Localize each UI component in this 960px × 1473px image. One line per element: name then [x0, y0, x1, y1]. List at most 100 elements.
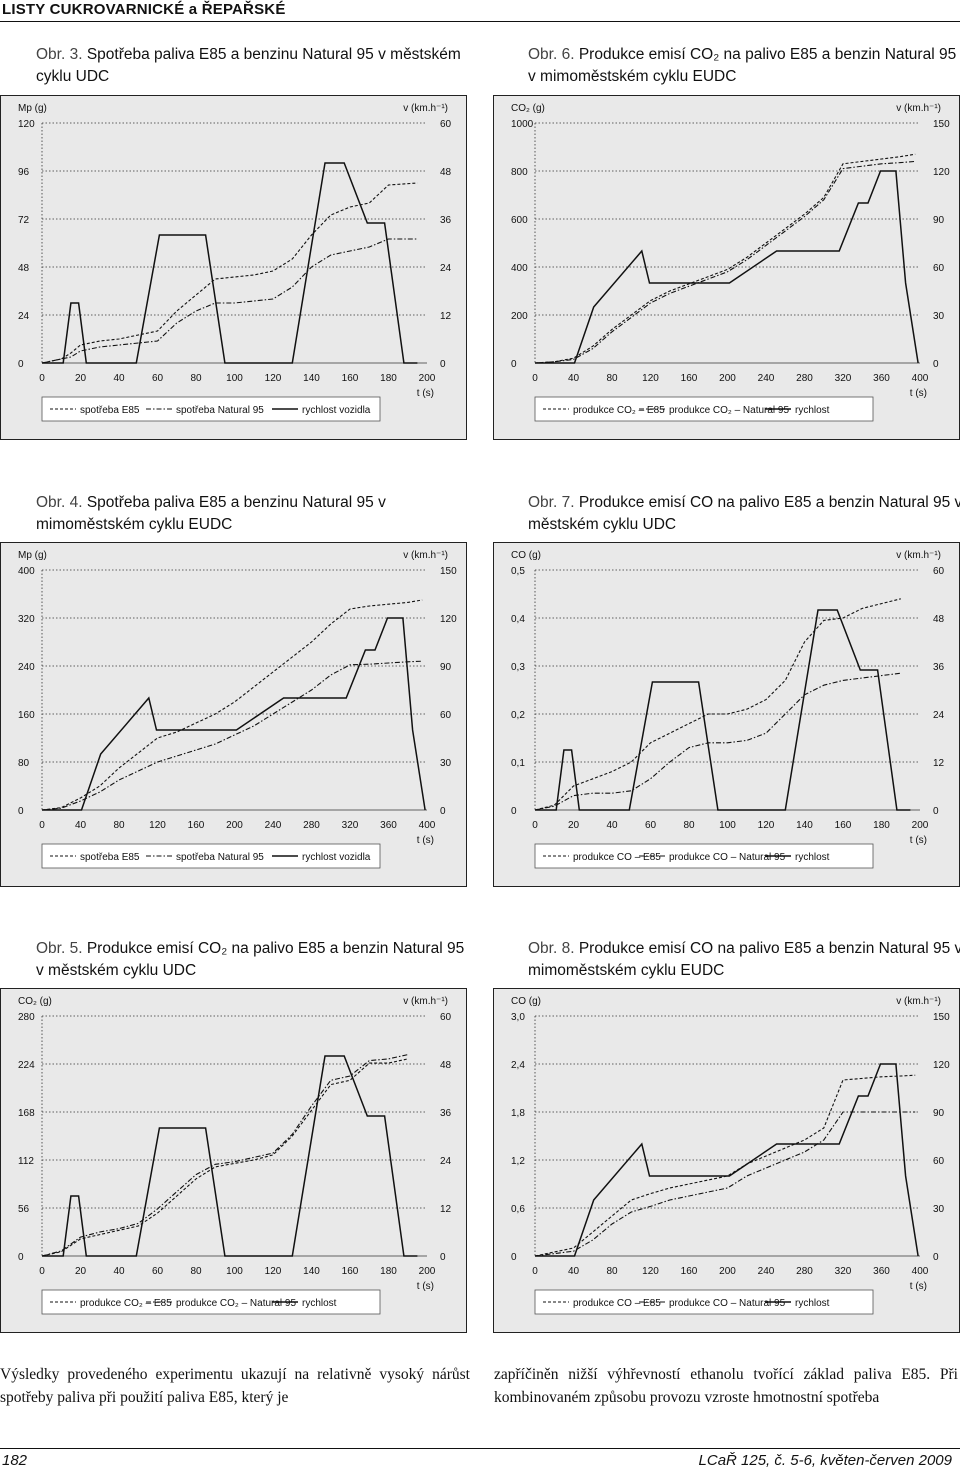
plot-area: [535, 1016, 920, 1256]
caption-obr5: Obr. 5. Produkce emisí CO₂ na palivo E85…: [36, 938, 476, 982]
x-tick: 0: [532, 1266, 538, 1277]
x-tick: 40: [606, 820, 618, 831]
y-axis-label-right: v (km.h⁻¹): [403, 550, 448, 561]
x-axis-label: t (s): [910, 1281, 927, 1292]
legend: [41, 1289, 381, 1315]
legend-entry: rychlost vozidla: [302, 852, 371, 863]
chart-obr6: 0 0 200 30 400 60 600 90 800 120 1000 150 CO₂ (g) v (…: [493, 95, 960, 440]
plot-area: [535, 123, 920, 363]
x-tick: 0: [532, 820, 538, 831]
y-tick-left: 0: [18, 806, 24, 817]
x-tick: 80: [683, 820, 695, 831]
x-tick: 80: [606, 373, 618, 384]
y-tick-right: 48: [440, 167, 452, 178]
x-tick: 60: [645, 820, 657, 831]
series-line-1: [41, 182, 418, 364]
y-tick-left: 400: [18, 566, 35, 577]
x-tick: 400: [912, 1266, 929, 1277]
x-tick: 100: [226, 1266, 243, 1277]
y-tick-right: 60: [440, 1012, 452, 1023]
legend-entry: produkce CO₂ – Natural 95: [176, 1298, 296, 1309]
y-tick-left: 0,6: [511, 1204, 525, 1215]
x-tick: 0: [39, 1266, 45, 1277]
x-axis-label: t (s): [417, 1281, 434, 1292]
y-tick-left: 48: [18, 263, 30, 274]
y-tick-right: 90: [440, 662, 452, 673]
y-tick-right: 150: [440, 566, 457, 577]
y-tick-left: 160: [18, 710, 35, 721]
y-tick-right: 24: [440, 1156, 452, 1167]
y-tick-right: 60: [933, 1156, 945, 1167]
legend-entry: rychlost: [795, 852, 830, 863]
y-tick-left: 112: [18, 1156, 34, 1167]
y-axis-label-left: CO₂ (g): [511, 103, 545, 114]
legend-entry: produkce CO – E85: [573, 1298, 661, 1309]
x-tick: 400: [912, 373, 929, 384]
legend-entry: produkce CO₂ – Natural 95: [669, 405, 789, 416]
x-tick: 200: [226, 820, 243, 831]
plot-area: [42, 1016, 427, 1256]
x-tick: 240: [758, 373, 775, 384]
x-tick: 240: [265, 820, 282, 831]
legend-entry: rychlost: [302, 1298, 337, 1309]
chart-obr7: 0 0 0,1 12 0,2 24 0,3 36 0,4 48 0,5 60 CO (g) v (km.h…: [493, 542, 960, 887]
y-tick-left: 1000: [511, 119, 534, 130]
y-tick-right: 48: [933, 614, 945, 625]
legend-entry: spotřeba Natural 95: [176, 852, 264, 863]
x-tick: 40: [113, 373, 125, 384]
x-axis-label: t (s): [910, 835, 927, 846]
journal-title: LISTY CUKROVARNICKÉ a ŘEPAŘSKÉ: [2, 1, 286, 18]
y-tick-right: 30: [440, 758, 452, 769]
x-tick: 120: [758, 820, 775, 831]
x-tick: 160: [835, 820, 852, 831]
y-tick-right: 0: [440, 806, 446, 817]
y-axis-label-right: v (km.h⁻¹): [896, 103, 941, 114]
plot-area: [42, 123, 427, 363]
y-tick-right: 0: [933, 1252, 939, 1263]
chart-obr3: 0 0 24 12 48 24 72 36 96 48 120 60 Mp (g) v (km.h⁻¹) 0…: [0, 95, 467, 440]
y-tick-right: 0: [440, 1252, 446, 1263]
legend: [534, 843, 874, 869]
x-tick: 140: [303, 1266, 320, 1277]
series-line-2: [534, 160, 916, 364]
y-tick-right: 36: [933, 662, 945, 673]
header-rule: [0, 21, 960, 22]
x-tick: 20: [75, 373, 87, 384]
legend-entry: rychlost: [795, 1298, 830, 1309]
caption-text: Spotřeba paliva E85 a benzinu Natural 95…: [36, 46, 461, 85]
y-tick-left: 0,5: [511, 566, 525, 577]
x-tick: 180: [380, 373, 397, 384]
x-tick: 120: [642, 1266, 659, 1277]
y-tick-left: 200: [511, 311, 528, 322]
y-axis-label-left: Mp (g): [18, 550, 47, 561]
x-tick: 240: [758, 1266, 775, 1277]
caption-number: Obr. 8.: [528, 940, 575, 957]
x-tick: 160: [342, 373, 359, 384]
caption-number: Obr. 5.: [36, 940, 83, 957]
x-tick: 320: [835, 373, 852, 384]
y-tick-left: 224: [18, 1060, 35, 1071]
caption-text: Produkce emisí CO na palivo E85 a benzin…: [528, 494, 960, 533]
y-axis-label-left: CO (g): [511, 550, 541, 561]
x-tick: 360: [873, 1266, 890, 1277]
chart-svg: 0 0 56 12 112 24 168 36 224 48 280 60 CO₂ (g) v (km.h…: [0, 988, 467, 1333]
y-tick-left: 240: [18, 662, 35, 673]
y-tick-right: 36: [440, 1108, 452, 1119]
legend-entry: produkce CO₂ – E85: [80, 1298, 172, 1309]
y-tick-left: 0: [511, 806, 517, 817]
plot-area: [42, 570, 427, 810]
x-tick: 160: [681, 1266, 698, 1277]
x-tick: 120: [149, 820, 166, 831]
legend: [41, 396, 381, 422]
y-tick-right: 48: [440, 1060, 452, 1071]
series-line-3: [42, 617, 426, 811]
x-tick: 40: [75, 820, 87, 831]
x-tick: 40: [568, 373, 580, 384]
x-tick: 40: [113, 1266, 125, 1277]
x-tick: 40: [568, 1266, 580, 1277]
y-tick-right: 120: [440, 614, 457, 625]
legend-entry: rychlost vozidla: [302, 405, 371, 416]
chart-svg: 0 0 24 12 48 24 72 36 96 48 120 60 Mp (g) v (km.h⁻¹) 0…: [0, 95, 467, 440]
x-tick: 140: [303, 373, 320, 384]
